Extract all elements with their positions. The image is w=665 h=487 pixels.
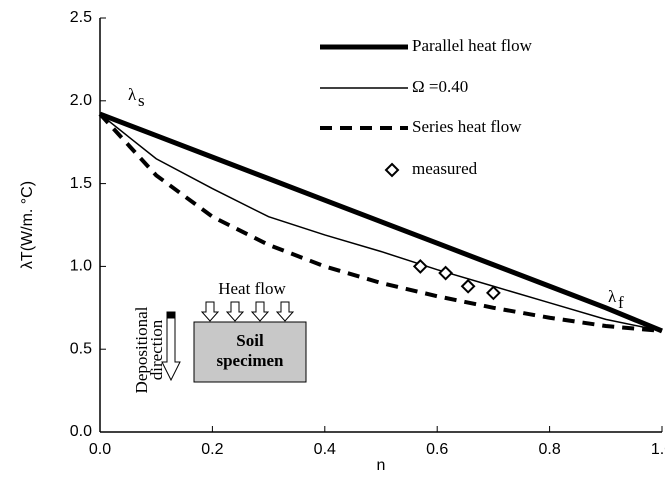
legend-label: Series heat flow bbox=[412, 117, 522, 136]
direction-label: direction bbox=[147, 319, 166, 380]
specimen-label: specimen bbox=[216, 351, 284, 370]
x-tick-label: 0.8 bbox=[538, 441, 560, 458]
specimen-label: Soil bbox=[236, 331, 264, 350]
measured-point bbox=[412, 258, 428, 274]
y-tick-label: 0.0 bbox=[70, 423, 92, 440]
x-axis-label: n bbox=[377, 457, 386, 474]
y-tick-label: 0.5 bbox=[70, 340, 92, 357]
series-line bbox=[99, 111, 663, 334]
legend-label: Parallel heat flow bbox=[412, 36, 533, 55]
y-tick-label: 1.0 bbox=[70, 258, 92, 275]
measured-point bbox=[460, 278, 476, 294]
x-tick-label: 0.0 bbox=[89, 441, 111, 458]
y-tick-label: 1.5 bbox=[70, 175, 92, 192]
specimen-box bbox=[193, 321, 307, 383]
x-tick-label: 1.0 bbox=[651, 441, 665, 458]
measured-point bbox=[438, 265, 454, 281]
heat-arrows bbox=[161, 301, 295, 382]
legend-marker bbox=[384, 162, 400, 178]
y-tick-label: 2.5 bbox=[70, 9, 92, 26]
heat-flow-label: Heat flow bbox=[218, 279, 286, 298]
annotation: λ bbox=[128, 85, 137, 104]
direction-label: Depositional bbox=[132, 306, 151, 393]
annotation: λ bbox=[608, 287, 617, 306]
annotation-sub: s bbox=[138, 91, 145, 110]
y-tick-label: 2.0 bbox=[70, 92, 92, 109]
legend-label: measured bbox=[412, 159, 478, 178]
measured-point bbox=[485, 285, 501, 301]
y-axis-label: λT(W/m. °C) bbox=[19, 181, 36, 269]
x-tick-label: 0.2 bbox=[201, 441, 223, 458]
inset: Heat flow Soil specimen Depositional dir… bbox=[132, 279, 307, 393]
legend-label: Ω =0.40 bbox=[412, 77, 468, 96]
annotation-sub: f bbox=[618, 293, 624, 312]
series-line bbox=[98, 112, 663, 333]
series-line bbox=[99, 113, 663, 332]
x-tick-label: 0.4 bbox=[314, 441, 336, 458]
x-tick-label: 0.6 bbox=[426, 441, 448, 458]
